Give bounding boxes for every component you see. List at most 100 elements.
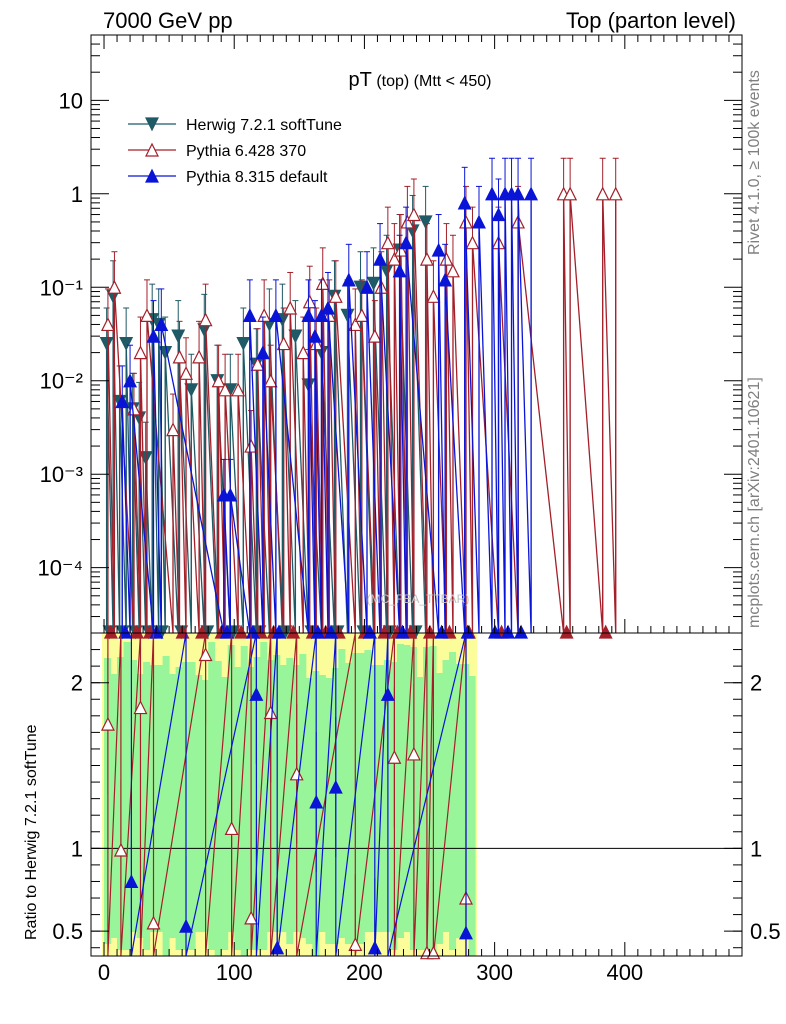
ratio-point bbox=[380, 686, 395, 701]
plot-title-main: pT bbox=[349, 69, 372, 91]
data-point bbox=[184, 383, 199, 398]
data-point bbox=[379, 264, 394, 279]
ratio-point bbox=[244, 910, 259, 925]
data-point bbox=[146, 328, 161, 343]
data-point bbox=[328, 288, 343, 303]
data-point bbox=[348, 317, 363, 332]
data-point bbox=[301, 308, 316, 323]
green-band-bin bbox=[299, 654, 307, 938]
data-point bbox=[419, 251, 434, 266]
data-point bbox=[100, 317, 115, 332]
x-tick-label: 300 bbox=[476, 960, 513, 985]
data-point bbox=[179, 365, 194, 380]
green-band-bin bbox=[234, 667, 242, 950]
green-band-bin bbox=[449, 652, 457, 950]
data-point bbox=[366, 276, 381, 291]
underflow-marker bbox=[559, 624, 574, 639]
green-band-bin bbox=[253, 657, 261, 950]
data-point bbox=[373, 251, 388, 266]
ratio-tick-label-right: 2 bbox=[750, 671, 762, 696]
data-point bbox=[511, 186, 526, 201]
data-point bbox=[276, 336, 291, 351]
underflow-marker bbox=[395, 624, 410, 639]
data-point bbox=[400, 214, 415, 229]
green-band-bin bbox=[442, 660, 450, 932]
ratio-point bbox=[459, 925, 473, 940]
data-point bbox=[307, 328, 322, 343]
data-point bbox=[431, 242, 446, 257]
series-pythia-6.428 bbox=[100, 157, 623, 639]
green-band-bin bbox=[169, 674, 177, 938]
data-point bbox=[354, 308, 369, 323]
ratio-point bbox=[198, 647, 213, 662]
header-left: 7000 GeV pp bbox=[103, 8, 233, 33]
ratio-point bbox=[100, 716, 115, 731]
ratio-point bbox=[179, 918, 194, 933]
underflow-marker bbox=[310, 624, 325, 639]
data-point bbox=[380, 235, 395, 250]
y-tick-label: 10⁻⁴ bbox=[37, 556, 83, 581]
green-band-bin bbox=[208, 642, 216, 950]
x-tick-label: 100 bbox=[216, 960, 253, 985]
series-line bbox=[107, 193, 617, 634]
legend-marker bbox=[145, 168, 159, 183]
data-point bbox=[268, 308, 283, 323]
series-line bbox=[121, 193, 532, 634]
ratio-tick-label-right: 0.5 bbox=[750, 919, 781, 944]
green-band-bin bbox=[305, 678, 313, 944]
underflow-marker bbox=[234, 624, 249, 639]
green-band-bin bbox=[357, 653, 365, 944]
green-band-bin bbox=[156, 665, 164, 932]
data-point bbox=[367, 328, 382, 343]
mcplots-source-label: mcplots.cern.ch [arXiv:2401.10621] bbox=[746, 377, 763, 628]
underflow-marker bbox=[118, 624, 133, 639]
underflow-marker bbox=[323, 624, 338, 639]
ratio-point bbox=[387, 749, 402, 764]
underflow-marker bbox=[598, 624, 613, 639]
ratio-panel-series bbox=[100, 632, 473, 960]
ratio-tick-label: 0.5 bbox=[52, 919, 83, 944]
green-band-bin bbox=[403, 645, 411, 932]
data-point bbox=[126, 401, 141, 416]
data-point bbox=[426, 288, 441, 303]
header-right: Top (parton level) bbox=[566, 8, 736, 33]
data-point bbox=[393, 242, 408, 257]
main-panel-series bbox=[99, 157, 623, 640]
green-band-bin bbox=[344, 663, 352, 944]
x-tick-label: 0 bbox=[98, 960, 110, 985]
data-point bbox=[563, 186, 578, 201]
legend-marker bbox=[145, 117, 159, 132]
data-point bbox=[250, 356, 265, 371]
data-point bbox=[439, 251, 454, 266]
data-point bbox=[296, 345, 311, 360]
ratio-point bbox=[224, 821, 239, 836]
underflow-marker bbox=[460, 624, 475, 639]
data-point bbox=[242, 308, 257, 323]
data-point bbox=[198, 312, 213, 327]
green-band-bin bbox=[468, 676, 476, 956]
data-point bbox=[360, 279, 374, 294]
y-tick-label: 10⁻² bbox=[40, 369, 83, 394]
data-point bbox=[115, 394, 130, 409]
axes: 10 1 10⁻¹ 10⁻² 10⁻³ 10⁻⁴ 0.5 0.5 1 1 2 2 0 100 200 300 4… bbox=[37, 34, 781, 985]
series-pythia-8.315 bbox=[115, 157, 539, 639]
data-point bbox=[457, 195, 472, 210]
ratio-point bbox=[406, 746, 421, 761]
green-band-bin bbox=[396, 644, 404, 938]
ratio-tick-label: 1 bbox=[71, 836, 83, 861]
y-tick-label: 10⁻¹ bbox=[40, 275, 83, 300]
green-band-bin bbox=[195, 675, 203, 932]
green-band-bin bbox=[240, 646, 248, 956]
ratio-point bbox=[270, 940, 285, 955]
ratio-point bbox=[263, 705, 278, 720]
data-point bbox=[244, 438, 259, 453]
x-tick-label: 200 bbox=[346, 960, 383, 985]
ratio-point bbox=[133, 700, 148, 715]
data-point bbox=[438, 272, 453, 287]
data-point bbox=[320, 300, 335, 315]
data-point bbox=[283, 300, 298, 315]
data-point bbox=[263, 373, 278, 388]
green-band-bin bbox=[286, 658, 294, 944]
data-point bbox=[123, 373, 138, 388]
